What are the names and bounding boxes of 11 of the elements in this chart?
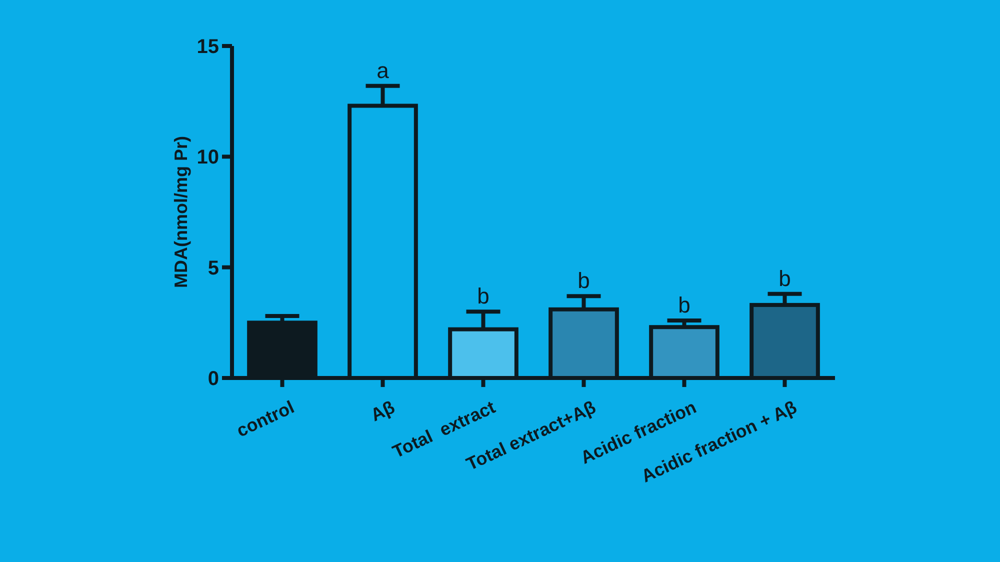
annotation: b [477,284,490,309]
y-tick-label: 5 [208,257,219,280]
y-tick-label: 15 [196,36,219,58]
annotation: b [778,266,791,291]
annotation: b [678,292,690,318]
y-tick-label: 0 [208,368,219,390]
annotation: b [578,268,590,294]
y-tick-label: 10 [196,146,219,169]
annotation: a [376,58,390,83]
y-axis-title: MDA(nmol/mg Pr) [171,136,191,288]
x-tick-label: Aβ [368,396,398,426]
